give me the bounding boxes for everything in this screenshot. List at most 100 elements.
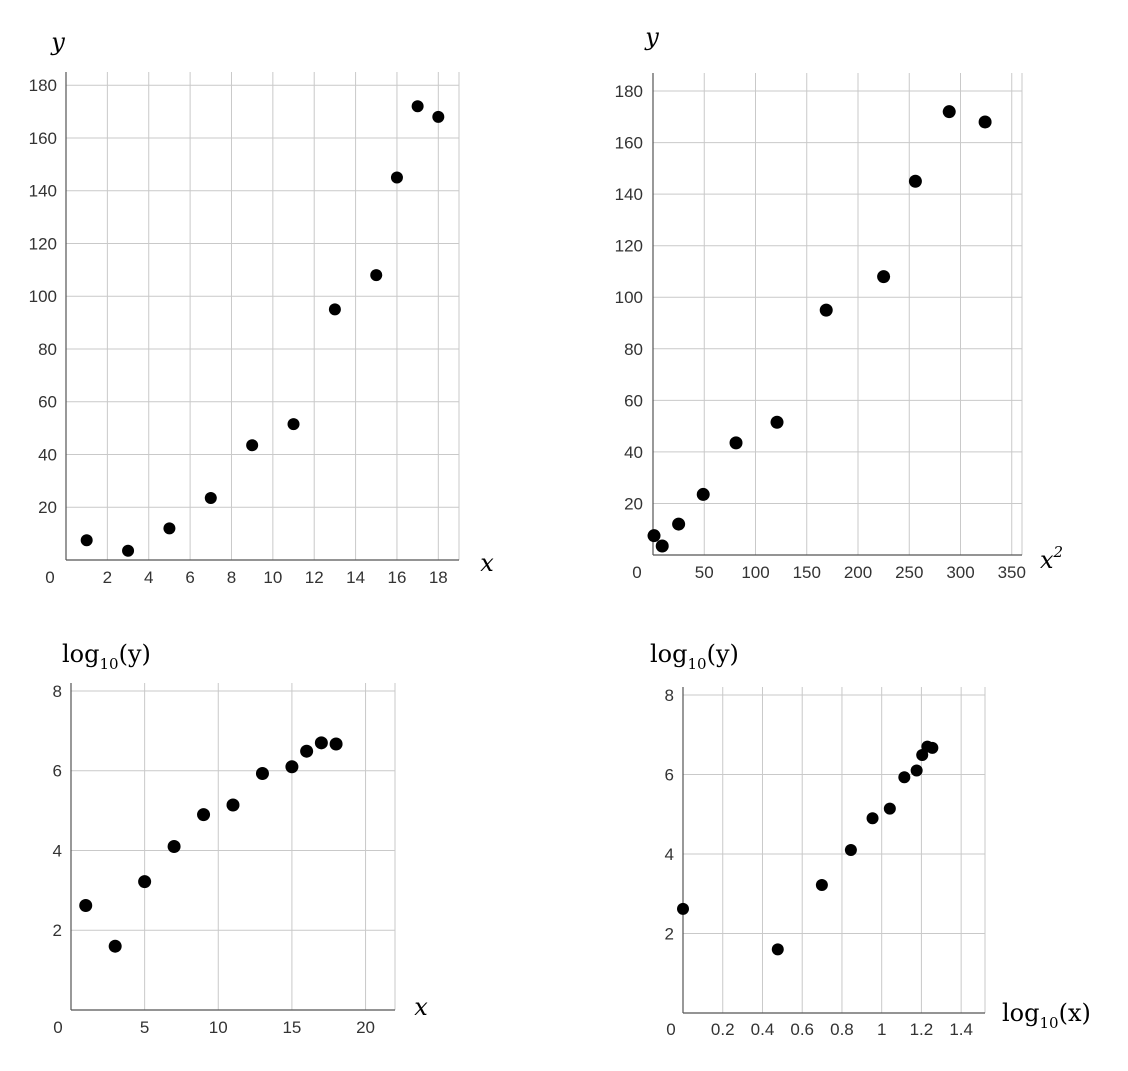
data-point <box>328 303 341 316</box>
y-tick-label: 140 <box>29 182 57 201</box>
y-tick-label: 2 <box>53 921 62 940</box>
data-point <box>815 878 828 891</box>
data-point <box>771 943 784 956</box>
data-point <box>770 415 784 429</box>
x-axis-title: x <box>480 549 494 577</box>
origin-label: 0 <box>632 563 641 582</box>
data-point <box>226 798 240 812</box>
data-point <box>432 110 445 123</box>
y-axis-title-base: 10 <box>688 655 707 673</box>
x-axis-title-base: 10 <box>1040 1014 1059 1032</box>
data-point <box>79 899 93 913</box>
data-point <box>314 736 328 750</box>
x-tick-label: 10 <box>209 1018 228 1037</box>
data-point <box>287 418 300 431</box>
y-tick-label: 100 <box>615 288 643 307</box>
x-axis-title: log10(x) <box>1002 999 1091 1032</box>
y-axis-title-arg: (y) <box>119 640 151 668</box>
y-axis-title: log10(y) <box>62 640 151 673</box>
y-tick-label: 180 <box>29 76 57 95</box>
data-point <box>655 539 669 553</box>
data-point <box>163 522 176 535</box>
x-axis-title: x <box>414 993 428 1021</box>
y-axis-title-log: log <box>62 640 100 668</box>
y-tick-label: 2 <box>665 924 674 943</box>
x-tick-label: 1.2 <box>910 1020 934 1039</box>
x-tick-label: 5 <box>140 1018 149 1037</box>
y-tick-label: 8 <box>53 682 62 701</box>
y-tick-label: 4 <box>53 841 62 860</box>
data-point <box>370 269 383 282</box>
data-point <box>883 802 896 815</box>
x-tick-label: 300 <box>946 563 974 582</box>
data-point <box>696 487 710 501</box>
x-tick-label: 100 <box>741 563 769 582</box>
x-axis-title-log: log <box>1002 999 1040 1027</box>
data-point <box>80 534 93 547</box>
data-point <box>138 875 152 889</box>
y-tick-label: 140 <box>615 185 643 204</box>
origin-label: 0 <box>53 1018 62 1037</box>
data-point <box>898 771 911 784</box>
x-tick-label: 150 <box>793 563 821 582</box>
y-tick-label: 6 <box>665 765 674 784</box>
data-point <box>672 517 686 531</box>
data-point <box>877 270 891 284</box>
y-tick-label: 60 <box>624 391 643 410</box>
x-tick-label: 0.4 <box>751 1020 775 1039</box>
data-point <box>411 100 424 113</box>
x-tick-label: 16 <box>387 568 406 587</box>
y-axis-title: y <box>644 23 659 51</box>
x-tick-label: 0.8 <box>830 1020 854 1039</box>
x-tick-label: 14 <box>346 568 365 587</box>
y-tick-label: 120 <box>615 237 643 256</box>
data-point <box>978 115 992 129</box>
x-tick-label: 10 <box>263 568 282 587</box>
data-point <box>729 436 743 450</box>
x-tick-label: 250 <box>895 563 923 582</box>
y-axis-title: log10(y) <box>650 640 739 673</box>
y-axis-title-base: 10 <box>100 655 119 673</box>
y-tick-label: 20 <box>38 498 57 517</box>
x-axis-title-exponent: 2 <box>1053 543 1064 561</box>
y-tick-label: 100 <box>29 287 57 306</box>
chart-y-vs-x: 20 40 60 80 100 120 140 160 180 2 4 6 8 10 12 14 16 18 0… <box>29 28 495 587</box>
data-point <box>910 764 923 777</box>
data-point <box>167 840 181 853</box>
x-tick-label: 15 <box>282 1018 301 1037</box>
data-point <box>819 303 833 317</box>
y-tick-label: 6 <box>53 762 62 781</box>
origin-label: 0 <box>666 1020 675 1039</box>
x-tick-label: 20 <box>356 1018 375 1037</box>
x-tick-label: 2 <box>103 568 112 587</box>
data-point <box>908 174 922 188</box>
y-tick-label: 60 <box>38 393 57 412</box>
y-axis-title-arg: (y) <box>707 640 739 668</box>
y-axis-title: y <box>50 28 65 56</box>
data-point <box>300 744 314 758</box>
x-tick-label: 12 <box>305 568 324 587</box>
y-tick-label: 160 <box>29 129 57 148</box>
origin-label: 0 <box>45 568 54 587</box>
x-tick-label: 0.6 <box>790 1020 814 1039</box>
data-point <box>647 529 661 543</box>
y-tick-label: 4 <box>665 845 674 864</box>
data-point <box>197 808 211 822</box>
y-tick-label: 40 <box>38 445 57 464</box>
data-point <box>329 737 343 751</box>
x-tick-label: 0.2 <box>711 1020 735 1039</box>
x-tick-label: 200 <box>844 563 872 582</box>
data-point <box>204 492 217 505</box>
data-point <box>844 844 857 856</box>
data-point <box>285 760 299 774</box>
y-tick-label: 120 <box>29 234 57 253</box>
x-axis-title-arg: (x) <box>1059 999 1091 1027</box>
y-tick-label: 80 <box>624 340 643 359</box>
y-tick-label: 80 <box>38 340 57 359</box>
data-point <box>246 439 259 452</box>
data-point <box>390 171 403 184</box>
